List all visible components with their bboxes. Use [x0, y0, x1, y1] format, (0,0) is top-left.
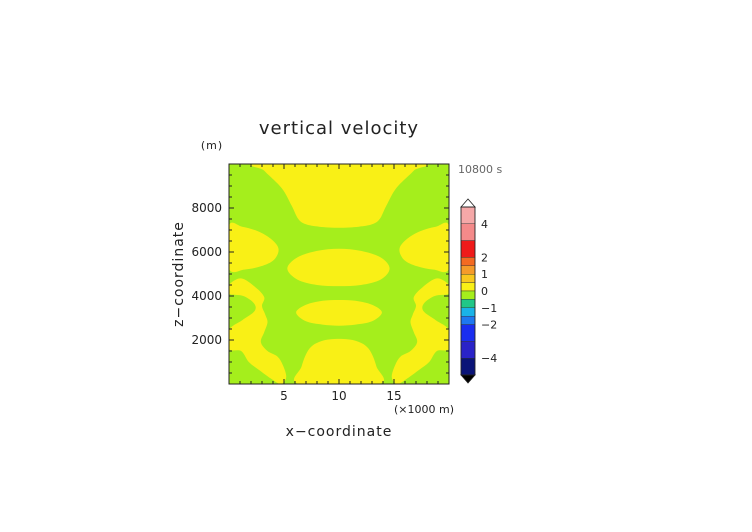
positive-region-center-lens-5300: [287, 248, 390, 287]
colorbar-bin: [460, 358, 476, 376]
y-axis-unit: (m): [201, 139, 223, 152]
positive-region-center-lens-3200: [296, 300, 382, 326]
x-axis-label: x−coordinate: [286, 424, 393, 440]
colorbar-bin: [460, 282, 476, 292]
colorbar-bin: [460, 307, 476, 317]
colorbar-label: 4: [481, 218, 488, 231]
colorbar-bin: [460, 324, 476, 342]
colorbar-bin: [460, 206, 476, 224]
time-label: 10800 s: [458, 163, 502, 176]
colorbar-bin: [460, 240, 476, 258]
x-tick-label: 5: [280, 389, 288, 403]
colorbar-label: −2: [481, 319, 497, 332]
colorbar-label: −4: [481, 352, 497, 365]
colorbar-bottom-triangle: [460, 374, 476, 384]
y-tick-label: 4000: [191, 289, 222, 303]
colorbar-bin: [460, 265, 476, 275]
colorbar-bin: [460, 290, 476, 300]
y-axis-label: z−coordinate: [171, 221, 187, 327]
positive-region-left-lobe-6000: [229, 222, 279, 273]
chart-title: vertical velocity: [259, 118, 419, 139]
colorbar-frame: [460, 206, 476, 376]
y-tick-label: 8000: [191, 201, 222, 215]
colorbar-bin: [460, 257, 476, 266]
colorbar-top-triangle: [460, 198, 476, 208]
colorbar-bin: [460, 316, 476, 325]
contour-field: [229, 164, 449, 384]
colorbar-bin: [460, 274, 476, 283]
x-tick-label: 10: [331, 389, 346, 403]
colorbar: 4 2 1 0 −1 −2 −4: [460, 198, 497, 384]
colorbar-label: 1: [481, 268, 488, 281]
positive-region-top-center: [249, 164, 429, 228]
colorbar-bin: [460, 341, 476, 359]
x-tick-label: 15: [386, 389, 401, 403]
positive-region-right-lobe-6000: [399, 222, 449, 273]
positive-region-bottom-center: [294, 338, 384, 384]
colorbar-bin: [460, 299, 476, 308]
colorbar-label: 2: [481, 251, 488, 264]
positive-region-left-band: [229, 278, 287, 384]
axes: 5 10 15 2000 4000 6000 8000: [191, 163, 450, 403]
y-tick-label: 6000: [191, 245, 222, 259]
colorbar-label: 0: [481, 285, 488, 298]
positive-region-right-band: [391, 278, 449, 384]
colorbar-bin: [460, 223, 476, 241]
x-axis-unit: (×1000 m): [394, 403, 454, 416]
colorbar-label: −1: [481, 302, 497, 315]
y-tick-label: 2000: [191, 333, 222, 347]
